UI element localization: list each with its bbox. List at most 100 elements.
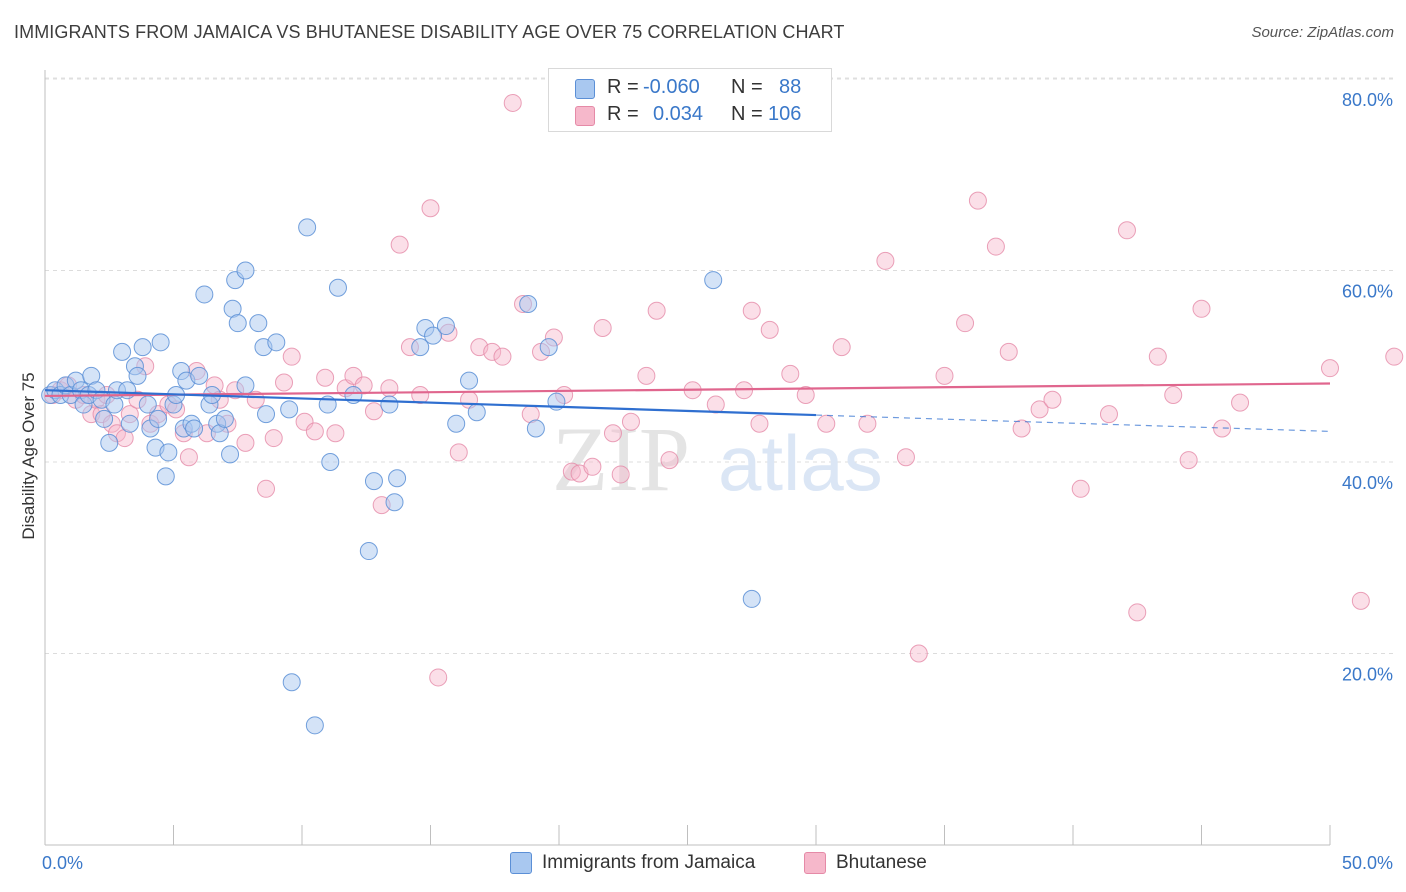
grid-lines xyxy=(45,77,1395,654)
data-point-jamaica xyxy=(133,338,152,357)
data-point-bhutanese xyxy=(380,379,399,398)
data-point-jamaica xyxy=(328,278,347,297)
data-point-bhutanese xyxy=(621,412,640,431)
legend-n-value: 88 xyxy=(779,76,802,98)
data-point-jamaica xyxy=(467,403,486,422)
trend-line-bhutanese xyxy=(44,382,1331,398)
data-point-jamaica xyxy=(151,333,170,352)
y-axis-label: Disability Age Over 75 xyxy=(19,372,38,539)
y-tick-label: 80.0% xyxy=(1342,90,1393,110)
data-point-bhutanese xyxy=(999,342,1018,361)
data-point-jamaica xyxy=(267,333,286,352)
data-point-bhutanese xyxy=(1030,400,1049,419)
data-point-bhutanese xyxy=(706,395,725,414)
data-point-bhutanese xyxy=(968,191,987,210)
data-point-jamaica xyxy=(704,271,723,290)
data-point-bhutanese xyxy=(493,347,512,366)
data-point-jamaica xyxy=(228,314,247,333)
data-point-jamaica xyxy=(113,342,132,361)
data-point-jamaica xyxy=(138,395,157,414)
data-point-bhutanese xyxy=(760,320,779,339)
data-point-bhutanese xyxy=(742,301,761,320)
data-point-jamaica xyxy=(185,419,204,438)
data-point-jamaica xyxy=(411,338,430,357)
data-point-bhutanese xyxy=(637,366,656,385)
data-point-bhutanese xyxy=(1213,419,1232,438)
data-point-jamaica xyxy=(100,433,119,452)
data-point-bhutanese xyxy=(503,93,522,112)
data-point-bhutanese xyxy=(896,448,915,467)
data-point-bhutanese xyxy=(1321,359,1339,378)
data-point-jamaica xyxy=(385,493,404,512)
legend-swatch-bhutanese xyxy=(575,106,595,126)
watermark-zip: ZIP xyxy=(552,408,690,510)
data-point-jamaica xyxy=(364,472,383,491)
data-point-bhutanese xyxy=(603,424,622,443)
data-point-bhutanese xyxy=(1231,393,1250,412)
data-point-bhutanese xyxy=(305,422,324,441)
legend-r-value: 0.034 xyxy=(653,103,704,125)
data-point-bhutanese xyxy=(429,668,448,687)
data-point-jamaica xyxy=(280,400,299,419)
data-point-jamaica xyxy=(447,414,466,433)
chart-source: Source: ZipAtlas.com xyxy=(1251,24,1394,41)
data-point-bhutanese xyxy=(326,424,345,443)
data-point-jamaica xyxy=(120,414,139,433)
data-point-bhutanese xyxy=(781,364,800,383)
x-tick-label: 0.0% xyxy=(42,853,83,873)
data-point-bhutanese xyxy=(264,429,283,448)
data-point-jamaica xyxy=(221,445,240,464)
data-point-jamaica xyxy=(156,467,175,486)
data-point-bhutanese xyxy=(986,237,1005,256)
data-point-jamaica xyxy=(298,218,317,237)
bottom-legend-swatch-jamaica xyxy=(510,852,532,874)
data-point-bhutanese xyxy=(909,644,928,663)
data-point-jamaica xyxy=(215,409,234,428)
data-point-bhutanese xyxy=(1043,390,1062,409)
data-point-bhutanese xyxy=(660,451,679,470)
x-tick-label: 50.0% xyxy=(1342,853,1393,873)
data-point-jamaica xyxy=(236,376,255,395)
bottom-legend-swatch-bhutanese xyxy=(804,852,826,874)
data-point-jamaica xyxy=(539,338,558,357)
data-point-bhutanese xyxy=(483,342,502,361)
legend-row-bhutanese: R = 0.034 N = 106 xyxy=(549,102,831,128)
trend-line-jamaica-extension xyxy=(815,414,1331,432)
data-point-jamaica xyxy=(128,366,147,385)
data-point-jamaica xyxy=(424,326,443,345)
legend-n-value: 106 xyxy=(768,103,802,125)
data-point-bhutanese xyxy=(1385,347,1404,366)
data-point-bhutanese xyxy=(316,368,335,387)
data-point-bhutanese xyxy=(275,373,294,392)
data-point-jamaica xyxy=(519,295,538,314)
data-point-bhutanese xyxy=(832,338,851,357)
data-point-bhutanese xyxy=(876,251,895,270)
data-point-bhutanese xyxy=(583,457,602,476)
data-point-jamaica xyxy=(321,453,340,471)
data-point-jamaica xyxy=(282,673,301,692)
data-point-bhutanese xyxy=(246,390,265,409)
data-point-jamaica xyxy=(305,716,324,735)
data-point-jamaica xyxy=(95,409,114,428)
legend-n-label: N = xyxy=(731,103,763,125)
data-point-jamaica xyxy=(742,589,761,608)
data-point-bhutanese xyxy=(647,301,666,320)
data-point-bhutanese xyxy=(817,414,836,433)
y-tick-label: 60.0% xyxy=(1342,282,1393,302)
data-point-jamaica xyxy=(388,469,407,488)
data-point-jamaica xyxy=(236,261,255,280)
data-point-jamaica xyxy=(195,285,214,304)
legend-r-label: R = xyxy=(607,103,639,125)
data-point-bhutanese xyxy=(1012,419,1031,438)
data-point-jamaica xyxy=(460,371,479,390)
data-point-bhutanese xyxy=(449,443,468,462)
data-point-jamaica xyxy=(359,542,378,561)
data-point-jamaica xyxy=(380,395,399,414)
tick-labels: 20.0% 40.0% 60.0% 80.0% 0.0% 50.0% xyxy=(42,90,1393,873)
stats-legend: R = -0.060 N = 88 R = 0.034 N = 106 xyxy=(548,68,832,132)
data-point-bhutanese xyxy=(364,402,383,421)
legend-r-value: -0.060 xyxy=(643,76,700,98)
y-tick-label: 40.0% xyxy=(1342,473,1393,493)
data-point-bhutanese xyxy=(421,199,440,218)
legend-swatch-jamaica xyxy=(575,79,595,99)
